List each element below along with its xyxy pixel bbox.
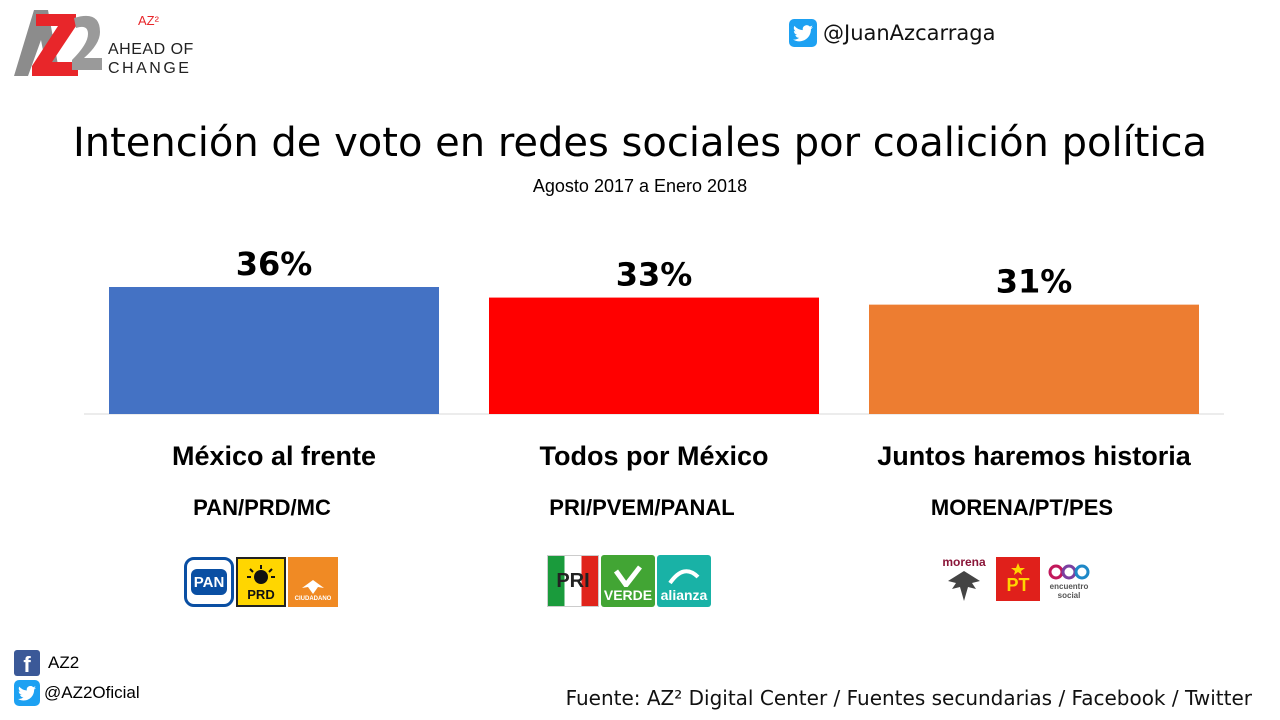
pri-logo: PRI bbox=[547, 555, 599, 607]
pes-logo: encuentro social bbox=[1044, 555, 1094, 605]
prd-logo: PRD bbox=[236, 557, 286, 607]
morena-logo-text: morena bbox=[942, 555, 985, 569]
category-label-2: Todos por México bbox=[539, 441, 768, 471]
panal-logo-text: alianza bbox=[661, 587, 708, 603]
coalition-logos-1: PAN PRD CIUDADANO bbox=[184, 557, 338, 607]
bar-value-label-3: 31% bbox=[996, 263, 1073, 301]
pri-logo-text: PRI bbox=[556, 570, 589, 593]
party-list-label-1: PAN/PRD/MC bbox=[193, 495, 331, 520]
facebook-link[interactable]: f AZ2 bbox=[14, 650, 79, 676]
pes-logo-text: encuentro social bbox=[1044, 582, 1094, 600]
bar-1 bbox=[109, 287, 439, 414]
pan-logo-text: PAN bbox=[191, 569, 227, 595]
eagle-icon bbox=[944, 569, 984, 603]
category-label-1: México al frente bbox=[172, 441, 376, 471]
facebook-icon: f bbox=[14, 650, 40, 676]
circles-icon bbox=[1048, 560, 1090, 582]
twitter-icon bbox=[14, 680, 40, 706]
source-note: Fuente: AZ² Digital Center / Fuentes sec… bbox=[566, 686, 1252, 710]
party-list-label-2: PRI/PVEM/PANAL bbox=[549, 495, 734, 520]
mc-logo-text: CIUDADANO bbox=[295, 596, 332, 602]
pt-logo: PT bbox=[996, 557, 1040, 601]
facebook-text: AZ2 bbox=[48, 653, 79, 673]
swoosh-icon bbox=[666, 567, 702, 587]
check-icon bbox=[613, 565, 643, 587]
pan-logo: PAN bbox=[184, 557, 234, 607]
twitter-link-footer[interactable]: @AZ2Oficial bbox=[14, 680, 140, 706]
bar-value-label-1: 36% bbox=[236, 245, 313, 283]
bar-2 bbox=[489, 298, 819, 414]
panal-logo: alianza bbox=[657, 555, 711, 607]
sun-icon bbox=[247, 565, 275, 587]
bar-chart: 36% México al frente PAN/PRD/MC 33% Todos po… bbox=[0, 0, 1280, 720]
pt-logo-text: PT bbox=[1006, 575, 1029, 596]
prd-logo-text: PRD bbox=[247, 587, 274, 602]
mc-logo: CIUDADANO bbox=[288, 557, 338, 607]
pvem-logo-text: VERDE bbox=[604, 587, 652, 603]
morena-logo: morena bbox=[936, 555, 992, 605]
bar-3 bbox=[869, 305, 1199, 414]
coalition-logos-2: PRI VERDE alianza bbox=[547, 555, 711, 607]
party-list-label-3: MORENA/PT/PES bbox=[931, 495, 1113, 520]
star-icon bbox=[1011, 563, 1025, 575]
bar-value-label-2: 33% bbox=[616, 256, 693, 294]
twitter-footer-text: @AZ2Oficial bbox=[44, 683, 140, 703]
eagle-icon bbox=[300, 576, 326, 596]
category-label-3: Juntos haremos historia bbox=[877, 441, 1192, 471]
pvem-logo: VERDE bbox=[601, 555, 655, 607]
coalition-logos-3: morena PT encuentro social bbox=[936, 555, 1094, 605]
